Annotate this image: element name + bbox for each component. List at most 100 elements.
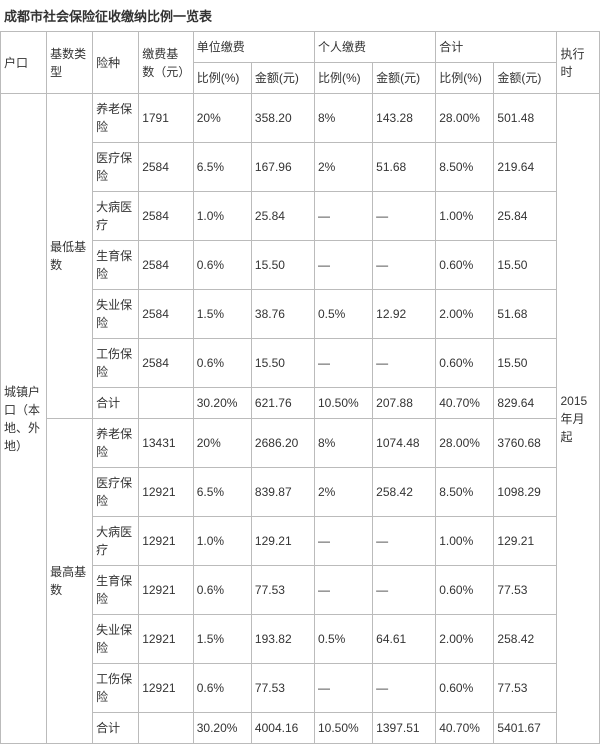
cell-to-amt: 3760.68	[494, 419, 557, 468]
cell-pe-rate: —	[314, 339, 372, 388]
cell-pe-amt: 1074.48	[373, 419, 436, 468]
cell-to-amt: 829.64	[494, 388, 557, 419]
cell-to-rate: 8.50%	[436, 143, 494, 192]
cell-to-rate: 28.00%	[436, 419, 494, 468]
cell-er-amt: 25.84	[251, 192, 314, 241]
th-total-amt: 金额(元)	[494, 63, 557, 94]
cell-er-amt: 38.76	[251, 290, 314, 339]
th-personal-rate: 比例(%)	[314, 63, 372, 94]
cell-insurance: 大病医疗	[93, 192, 139, 241]
th-employer-amt: 金额(元)	[251, 63, 314, 94]
th-total: 合计	[436, 32, 557, 63]
th-insurance: 险种	[93, 32, 139, 94]
cell-pe-amt: 258.42	[373, 468, 436, 517]
cell-er-rate: 0.6%	[193, 566, 251, 615]
cell-insurance: 生育保险	[93, 241, 139, 290]
cell-pe-amt: 12.92	[373, 290, 436, 339]
cell-insurance: 医疗保险	[93, 468, 139, 517]
cell-er-amt: 167.96	[251, 143, 314, 192]
cell-er-rate: 30.20%	[193, 388, 251, 419]
cell-pe-rate: 8%	[314, 419, 372, 468]
cell-basetype: 最高基数	[47, 419, 93, 744]
cell-to-rate: 0.60%	[436, 664, 494, 713]
social-insurance-table: 户口 基数类型 险种 缴费基数（元） 单位缴费 个人缴费 合计 执行时 比例(%…	[0, 31, 600, 744]
cell-pe-amt: 64.61	[373, 615, 436, 664]
cell-pe-amt: —	[373, 664, 436, 713]
cell-to-rate: 0.60%	[436, 339, 494, 388]
cell-er-amt: 15.50	[251, 339, 314, 388]
cell-insurance: 医疗保险	[93, 143, 139, 192]
cell-pe-amt: 1397.51	[373, 713, 436, 744]
th-total-rate: 比例(%)	[436, 63, 494, 94]
cell-er-amt: 77.53	[251, 664, 314, 713]
cell-er-amt: 358.20	[251, 94, 314, 143]
cell-insurance: 工伤保险	[93, 339, 139, 388]
cell-to-amt: 1098.29	[494, 468, 557, 517]
cell-er-rate: 1.0%	[193, 517, 251, 566]
cell-to-amt: 15.50	[494, 339, 557, 388]
cell-base: 12921	[139, 566, 194, 615]
cell-to-rate: 0.60%	[436, 241, 494, 290]
cell-to-rate: 0.60%	[436, 566, 494, 615]
cell-pe-amt: 51.68	[373, 143, 436, 192]
cell-insurance: 合计	[93, 713, 139, 744]
cell-pe-rate: 10.50%	[314, 388, 372, 419]
cell-pe-rate: —	[314, 664, 372, 713]
cell-pe-amt: 207.88	[373, 388, 436, 419]
cell-base: 12921	[139, 615, 194, 664]
cell-to-rate: 2.00%	[436, 615, 494, 664]
page-title: 成都市社会保险征收缴纳比例一览表	[0, 0, 600, 31]
cell-to-amt: 5401.67	[494, 713, 557, 744]
cell-pe-rate: —	[314, 192, 372, 241]
cell-to-amt: 219.64	[494, 143, 557, 192]
cell-base: 2584	[139, 241, 194, 290]
cell-base: 2584	[139, 339, 194, 388]
cell-to-rate: 8.50%	[436, 468, 494, 517]
cell-base: 1791	[139, 94, 194, 143]
cell-exec: 2015年月起	[557, 94, 600, 744]
cell-pe-rate: 2%	[314, 468, 372, 517]
cell-er-rate: 1.5%	[193, 615, 251, 664]
cell-base: 2584	[139, 143, 194, 192]
cell-to-rate: 40.70%	[436, 713, 494, 744]
cell-insurance: 生育保险	[93, 566, 139, 615]
table-row: 城镇户口（本地、外地）最低基数养老保险179120%358.208%143.28…	[1, 94, 600, 143]
cell-pe-amt: —	[373, 241, 436, 290]
cell-to-amt: 15.50	[494, 241, 557, 290]
th-base: 缴费基数（元）	[139, 32, 194, 94]
cell-base: 12921	[139, 468, 194, 517]
cell-insurance: 失业保险	[93, 290, 139, 339]
cell-pe-rate: 8%	[314, 94, 372, 143]
cell-er-rate: 6.5%	[193, 143, 251, 192]
th-personal: 个人缴费	[314, 32, 435, 63]
cell-pe-rate: 0.5%	[314, 615, 372, 664]
cell-pe-rate: 0.5%	[314, 290, 372, 339]
cell-er-amt: 193.82	[251, 615, 314, 664]
cell-base: 2584	[139, 290, 194, 339]
cell-to-rate: 1.00%	[436, 517, 494, 566]
cell-to-rate: 40.70%	[436, 388, 494, 419]
cell-to-rate: 1.00%	[436, 192, 494, 241]
cell-pe-rate: —	[314, 517, 372, 566]
cell-to-amt: 501.48	[494, 94, 557, 143]
th-basetype: 基数类型	[47, 32, 93, 94]
cell-pe-amt: —	[373, 192, 436, 241]
cell-pe-amt: 143.28	[373, 94, 436, 143]
cell-insurance: 养老保险	[93, 94, 139, 143]
cell-to-amt: 77.53	[494, 566, 557, 615]
th-employer: 单位缴费	[193, 32, 314, 63]
cell-er-amt: 621.76	[251, 388, 314, 419]
cell-to-amt: 25.84	[494, 192, 557, 241]
cell-er-rate: 20%	[193, 419, 251, 468]
table-body: 城镇户口（本地、外地）最低基数养老保险179120%358.208%143.28…	[1, 94, 600, 744]
table-row: 最高基数养老保险1343120%2686.208%1074.4828.00%37…	[1, 419, 600, 468]
cell-to-rate: 2.00%	[436, 290, 494, 339]
cell-basetype: 最低基数	[47, 94, 93, 419]
th-employer-rate: 比例(%)	[193, 63, 251, 94]
cell-base	[139, 388, 194, 419]
cell-base: 12921	[139, 664, 194, 713]
cell-base: 13431	[139, 419, 194, 468]
cell-insurance: 工伤保险	[93, 664, 139, 713]
cell-to-rate: 28.00%	[436, 94, 494, 143]
cell-to-amt: 129.21	[494, 517, 557, 566]
